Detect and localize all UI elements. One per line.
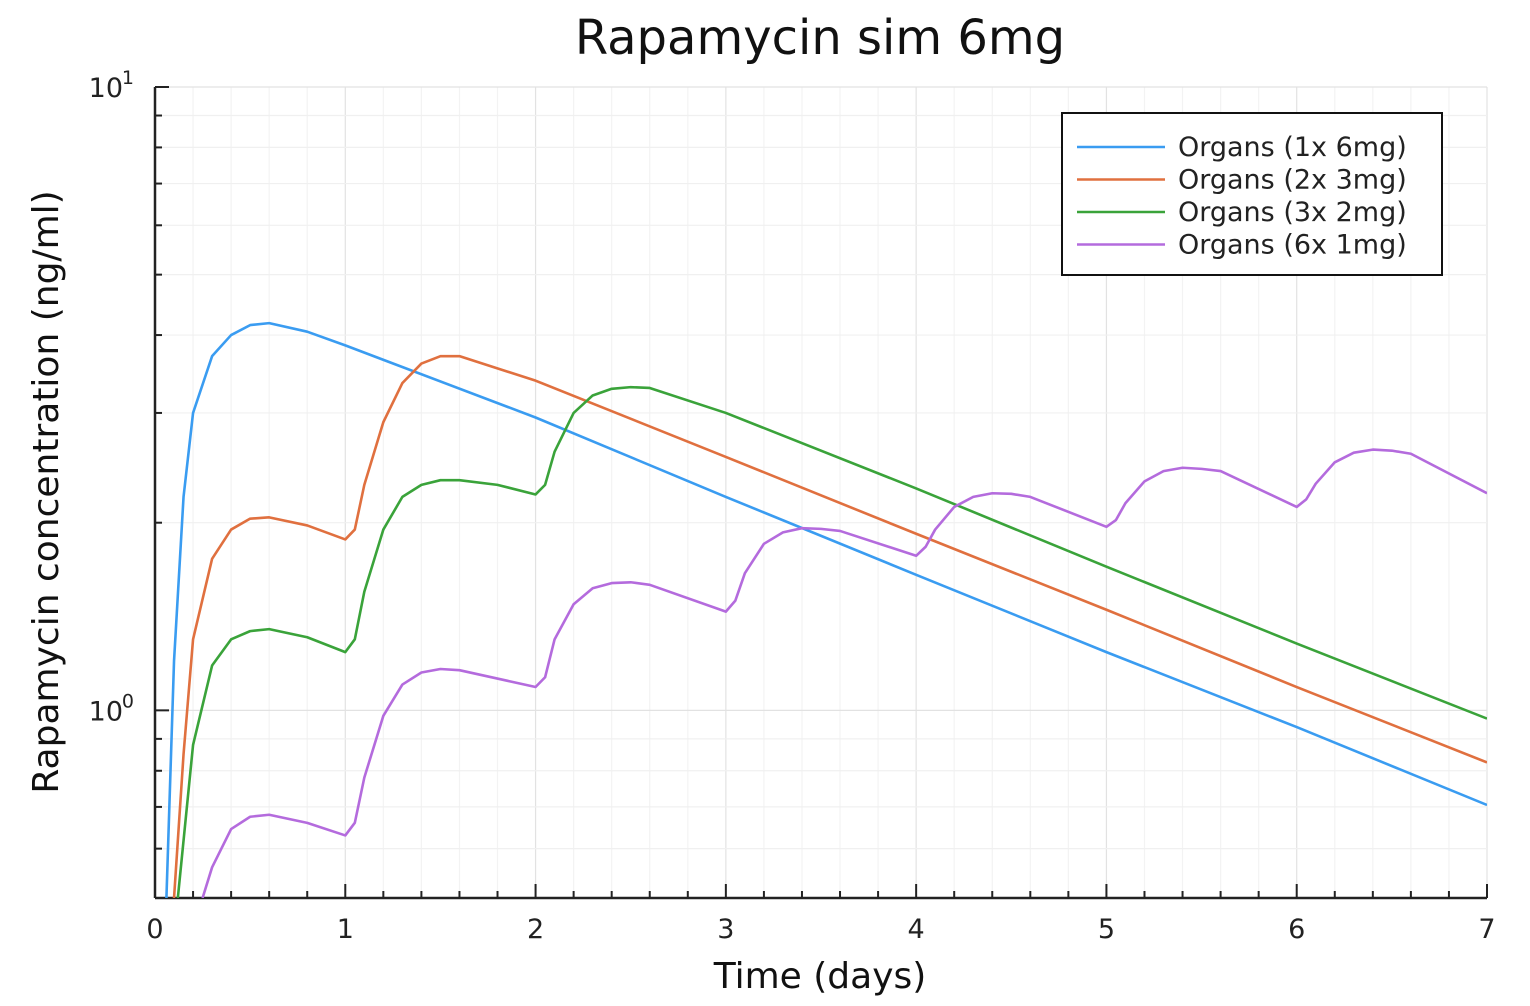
series-line-4 xyxy=(201,448,1487,898)
x-tick-label: 2 xyxy=(527,914,544,945)
x-tick-label: 6 xyxy=(1288,914,1305,945)
series-line-1 xyxy=(165,321,1487,898)
x-tick-label: 1 xyxy=(337,914,354,945)
y-tick-label: 10 xyxy=(89,73,123,104)
x-axis-label: Time (days) xyxy=(713,956,927,997)
axes xyxy=(153,86,1488,900)
x-tick-label: 0 xyxy=(146,914,163,945)
chart-title: Rapamycin sim 6mg xyxy=(575,10,1065,66)
x-tick-label: 3 xyxy=(717,914,734,945)
y-axis-label: Rapamycin concentration (ng/ml) xyxy=(26,190,67,793)
legend-label: Organs (2x 3mg) xyxy=(1178,165,1407,196)
series-line-3 xyxy=(176,385,1487,898)
x-tick-label: 4 xyxy=(908,914,925,945)
y-tick-label: 10 xyxy=(89,696,123,727)
legend-label: Organs (6x 1mg) xyxy=(1178,230,1407,261)
series-lines xyxy=(165,321,1487,898)
legend-label: Organs (1x 6mg) xyxy=(1178,132,1407,163)
x-tick-label: 5 xyxy=(1098,914,1115,945)
series-line-2 xyxy=(172,354,1487,898)
legend: Organs (1x 6mg)Organs (2x 3mg)Organs (3x… xyxy=(1061,112,1443,276)
x-tick-label: 7 xyxy=(1478,914,1495,945)
y-tick-exponent: 1 xyxy=(122,67,134,89)
y-tick-exponent: 0 xyxy=(122,690,134,712)
legend-box xyxy=(1061,112,1443,276)
legend-label: Organs (3x 2mg) xyxy=(1178,197,1407,228)
grid xyxy=(154,86,1488,899)
